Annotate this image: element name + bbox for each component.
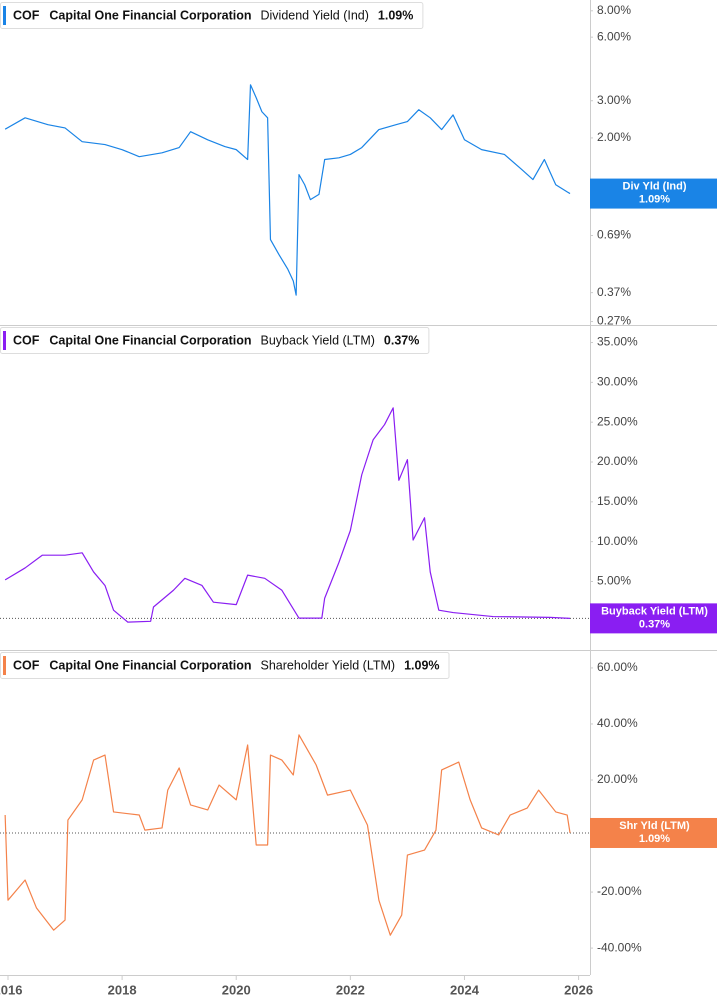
value-tag bbox=[590, 817, 717, 848]
y-tick-label: 0.37% bbox=[597, 285, 631, 299]
legend-swatch bbox=[3, 656, 6, 675]
legend-series: Buyback Yield (LTM) bbox=[261, 333, 375, 347]
value-tag bbox=[590, 603, 717, 634]
y-tick-label: 20.00% bbox=[597, 772, 638, 786]
legend-ticker: COF bbox=[13, 8, 40, 22]
legend-series: Shareholder Yield (LTM) bbox=[261, 658, 396, 672]
legend-company: Capital One Financial Corporation bbox=[49, 8, 251, 22]
value-tag-name: Shr Yld (LTM) bbox=[619, 820, 690, 832]
legend-value: 1.09% bbox=[404, 658, 439, 672]
value-tag-value: 1.09% bbox=[639, 193, 670, 205]
series-line bbox=[4, 734, 571, 936]
value-tag bbox=[590, 178, 717, 209]
legend-series: Dividend Yield (Ind) bbox=[261, 8, 369, 22]
legend-ticker: COF bbox=[13, 333, 40, 347]
y-tick-label: 25.00% bbox=[597, 414, 638, 428]
value-tag-value: 0.37% bbox=[639, 618, 670, 630]
legend-company: Capital One Financial Corporation bbox=[49, 658, 251, 672]
y-tick-label: -20.00% bbox=[597, 884, 642, 898]
y-tick-label: 5.00% bbox=[597, 574, 631, 588]
y-tick-label: 15.00% bbox=[597, 494, 638, 508]
x-tick-label: 2018 bbox=[108, 982, 137, 997]
x-tick-label: 2024 bbox=[450, 982, 480, 997]
value-tag-name: Div Yld (Ind) bbox=[623, 180, 687, 192]
value-tag-name: Buyback Yield (LTM) bbox=[601, 605, 708, 617]
y-tick-label: 8.00% bbox=[597, 3, 631, 17]
series-line bbox=[4, 407, 571, 623]
x-tick-label: 2016 bbox=[0, 982, 22, 997]
y-tick-label: 35.00% bbox=[597, 335, 638, 349]
legend-swatch bbox=[3, 331, 6, 350]
y-tick-label: 3.00% bbox=[597, 93, 631, 107]
legend-box bbox=[0, 327, 430, 354]
value-tag-value: 1.09% bbox=[639, 833, 670, 845]
y-tick-label: 40.00% bbox=[597, 716, 638, 730]
legend-swatch bbox=[3, 6, 6, 25]
legend-box bbox=[0, 2, 424, 29]
y-tick-label: 2.00% bbox=[597, 130, 631, 144]
legend-ticker: COF bbox=[13, 658, 40, 672]
legend-value: 1.09% bbox=[378, 8, 413, 22]
legend-box bbox=[0, 652, 450, 679]
series-line bbox=[4, 84, 571, 296]
y-tick-label: 0.69% bbox=[597, 228, 631, 242]
x-tick-label: 2020 bbox=[222, 982, 251, 997]
y-tick-label: -40.00% bbox=[597, 940, 642, 954]
x-tick-label: 2022 bbox=[336, 982, 365, 997]
y-tick-label: 10.00% bbox=[597, 534, 638, 548]
legend-company: Capital One Financial Corporation bbox=[49, 333, 251, 347]
legend-value: 0.37% bbox=[384, 333, 419, 347]
y-tick-label: 60.00% bbox=[597, 660, 638, 674]
y-tick-label: 30.00% bbox=[597, 375, 638, 389]
y-tick-label: 6.00% bbox=[597, 29, 631, 43]
y-tick-label: 0.27% bbox=[597, 314, 631, 328]
x-tick-label: 2026 bbox=[564, 982, 593, 997]
y-tick-label: 20.00% bbox=[597, 454, 638, 468]
